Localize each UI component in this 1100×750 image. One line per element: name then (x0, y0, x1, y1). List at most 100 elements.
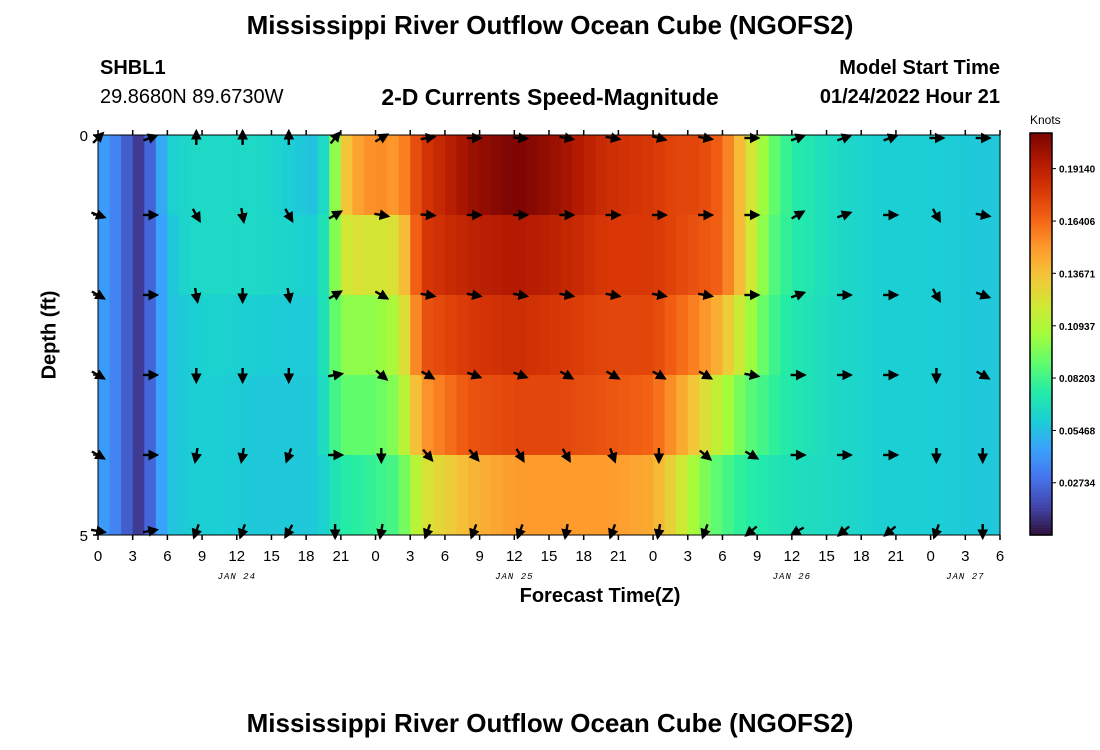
heatmap-cell (953, 455, 966, 536)
heatmap-cell (595, 295, 608, 376)
heatmap-cell (502, 295, 515, 376)
current-vector-arrow (512, 289, 530, 301)
colorbar-segment (1030, 193, 1052, 198)
heatmap-cell (884, 135, 897, 216)
heatmap-cell (98, 375, 111, 456)
heatmap-cell (283, 215, 296, 296)
heatmap-cell (213, 295, 226, 376)
heatmap-cell (791, 215, 805, 296)
current-vector-arrow (836, 133, 853, 144)
colorbar-segment (1030, 233, 1052, 238)
colorbar-segment (1030, 243, 1052, 248)
colorbar-segment (1030, 488, 1052, 493)
current-vector-arrow (90, 525, 108, 537)
date-label: JAN 25 (495, 572, 533, 582)
heatmap-cell (352, 215, 365, 296)
heatmap-cell (629, 215, 643, 296)
colorbar: 0.02734 0.05468 0.08203 0.10937 0.13671 0.164… (1029, 132, 1096, 536)
heatmap-cell (317, 375, 330, 456)
colorbar-segment (1030, 287, 1052, 292)
x-tick-label: 9 (753, 548, 761, 565)
heatmap-cell (121, 215, 134, 296)
current-vector-arrow (559, 369, 575, 380)
colorbar-segment (1030, 203, 1052, 208)
heatmap-cell (930, 455, 943, 536)
heatmap-cell (410, 215, 423, 296)
heatmap-cell (190, 135, 203, 216)
colorbar-segment (1030, 401, 1052, 405)
heatmap-cell (537, 455, 550, 536)
heatmap-cell (421, 215, 434, 296)
heatmap-cell (132, 215, 145, 296)
heatmap-cell (387, 375, 400, 456)
current-vector-arrow (975, 289, 992, 300)
heatmap-cell (178, 215, 192, 296)
heatmap-cell (722, 375, 735, 456)
current-vector-arrow (652, 369, 667, 380)
heatmap-cell (421, 455, 434, 536)
heatmap-cell (895, 295, 909, 376)
heatmap-cell (433, 295, 446, 376)
current-vector-arrow (883, 525, 897, 537)
colorbar-segment (1030, 374, 1052, 379)
current-vector-arrow (975, 369, 991, 380)
colorbar-segment (1030, 377, 1052, 382)
heatmap-cell (178, 135, 192, 216)
heatmap-cell (768, 215, 781, 296)
colorbar-segment (1030, 457, 1052, 462)
colorbar-segment (1030, 370, 1052, 375)
heatmap-cell (768, 135, 781, 216)
heatmap-cell (676, 215, 689, 296)
colorbar-segment (1030, 183, 1052, 188)
heatmap-cell (502, 455, 515, 536)
current-vector-arrow (374, 289, 390, 300)
heatmap-cell (294, 135, 307, 216)
current-vector-arrow (191, 447, 202, 465)
colorbar-segment (1030, 498, 1052, 503)
heatmap-cell (468, 375, 481, 456)
heatmap-cell (375, 375, 388, 456)
heatmap-cell (849, 135, 862, 216)
heatmap-cell (757, 375, 770, 456)
current-vector-arrow (515, 523, 526, 540)
heatmap-cell (572, 215, 585, 296)
current-vector-arrow (283, 208, 294, 223)
heatmap-cell (907, 455, 920, 536)
heatmap-cell (190, 455, 203, 536)
heatmap-cell (618, 375, 631, 456)
heatmap-cell (468, 135, 481, 216)
heatmap-cell (838, 135, 851, 216)
heatmap-cell (653, 295, 666, 376)
heatmap-cell (317, 135, 330, 216)
heatmap-cell (155, 455, 168, 536)
heatmap-cell (109, 375, 122, 456)
current-vector-arrow (790, 290, 807, 301)
heatmap-cell (190, 295, 203, 376)
colorbar-segment (1030, 169, 1052, 174)
heatmap-cell (768, 295, 781, 376)
heatmap-cell (699, 375, 712, 456)
heatmap-cell (757, 455, 770, 536)
heatmap-cell (155, 135, 168, 216)
heatmap-cell (710, 295, 724, 376)
heatmap-cell (664, 135, 677, 216)
heatmap-cell (491, 455, 504, 536)
heatmap-cell (942, 215, 955, 296)
heatmap-cell (664, 375, 677, 456)
current-vector-arrow (284, 524, 295, 539)
heatmap-cell (306, 455, 319, 536)
current-vector-arrow (329, 130, 341, 145)
heatmap-cell (745, 135, 758, 216)
heatmap-cell (884, 375, 897, 456)
heatmap-cell (398, 295, 411, 376)
heatmap-cell (98, 215, 111, 296)
heatmap-cell (895, 455, 909, 536)
colorbar-segment (1030, 518, 1052, 523)
heatmap-cell (317, 455, 330, 536)
heatmap-cell (976, 375, 990, 456)
heatmap-cell (202, 295, 215, 376)
heatmap-cell (572, 375, 585, 456)
colorbar-segment (1030, 263, 1052, 268)
heatmap-cell (572, 295, 585, 376)
heatmap-cell (502, 135, 515, 216)
